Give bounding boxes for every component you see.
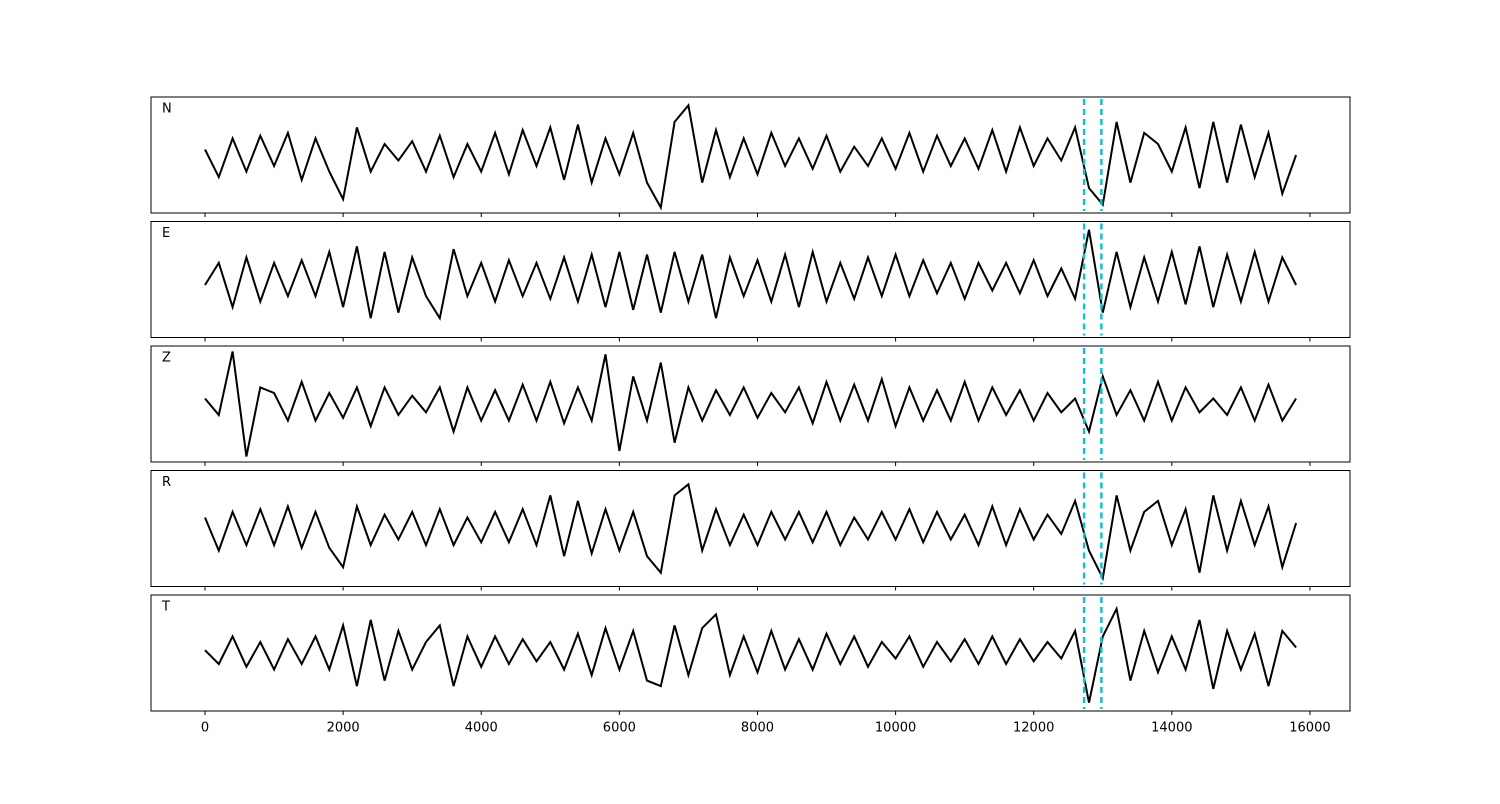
x-tick-label: 10000 <box>875 721 916 736</box>
panel-label: E <box>162 226 170 241</box>
panel-frame <box>150 96 1351 214</box>
panel-label: T <box>161 600 170 615</box>
x-tick-label: 14000 <box>1151 721 1192 736</box>
panel-label: N <box>162 102 172 117</box>
panel-frame <box>150 221 1351 338</box>
x-tick-label: 8000 <box>741 721 774 736</box>
panel-label: R <box>162 475 171 490</box>
trace <box>204 103 1298 211</box>
panel-frame <box>150 470 1351 587</box>
panel-frame <box>150 594 1351 712</box>
panel-label: Z <box>162 351 171 366</box>
panel-frame <box>150 345 1351 463</box>
trace <box>204 482 1298 582</box>
x-tick-label: 16000 <box>1289 721 1330 736</box>
x-tick-label: 2000 <box>327 721 360 736</box>
x-tick-label: 6000 <box>603 721 636 736</box>
trace <box>204 351 1297 457</box>
x-tick-label: 0 <box>201 721 209 736</box>
x-tick-label: 4000 <box>465 721 498 736</box>
x-tick-label: 12000 <box>1013 721 1054 736</box>
trace <box>204 605 1297 703</box>
trace <box>204 229 1297 321</box>
